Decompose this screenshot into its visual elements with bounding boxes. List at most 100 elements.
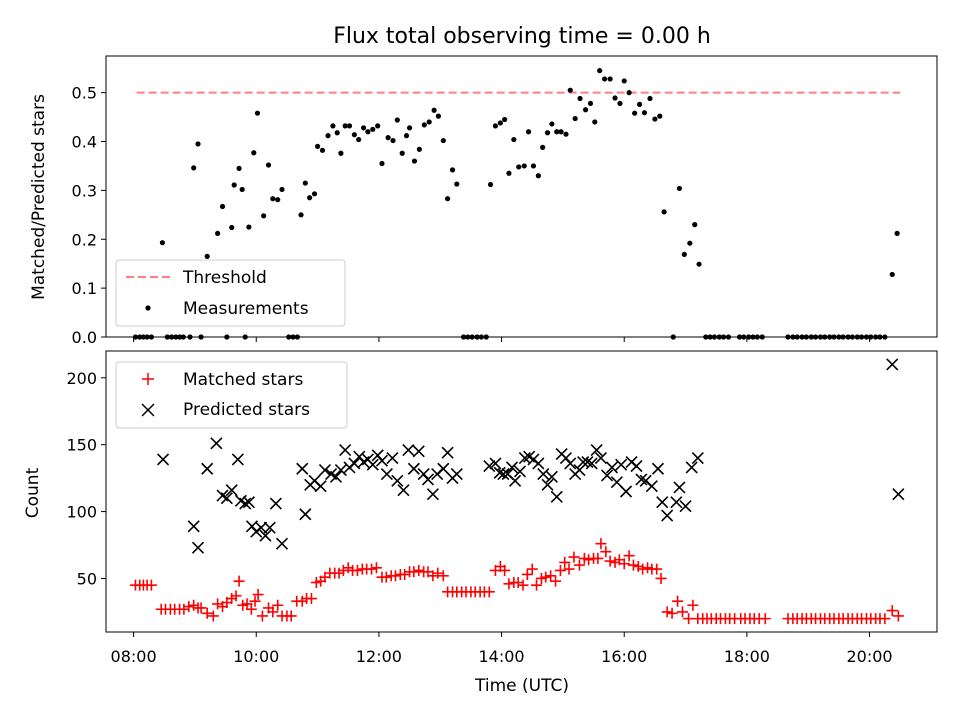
- measurement-point: [617, 100, 623, 107]
- legend-predicted-swatch: [141, 403, 155, 417]
- x-axis-label: Time (UTC): [474, 676, 569, 696]
- matched-star-point: [437, 570, 449, 582]
- x-tick-label: 10:00: [233, 647, 279, 666]
- measurement-point: [399, 150, 405, 156]
- measurement-point: [231, 182, 237, 188]
- matched-star-point: [554, 564, 566, 576]
- measurement-point: [587, 100, 594, 107]
- measurement-point: [889, 271, 895, 278]
- matched-star-point: [305, 593, 317, 605]
- predicted-star-point: [691, 451, 704, 465]
- measurement-point: [636, 101, 643, 107]
- predicted-star-point: [892, 488, 905, 501]
- predicted-star-point: [386, 451, 399, 465]
- measurement-point: [460, 334, 467, 340]
- measurement-point: [592, 119, 598, 125]
- measurement-point: [525, 129, 532, 135]
- predicted-star-point: [421, 473, 435, 486]
- top-y-tick-label: 0.2: [72, 230, 97, 249]
- matched-star-point: [604, 555, 616, 567]
- measurement-point: [530, 163, 537, 169]
- matched-star-point: [595, 538, 607, 550]
- measurement-point: [311, 191, 318, 197]
- measurement-point: [360, 125, 367, 131]
- matched-star-point: [201, 607, 213, 619]
- predicted-star-point: [259, 529, 272, 542]
- measurement-point: [365, 129, 371, 135]
- measurement-point: [707, 334, 713, 340]
- predicted-star-point: [656, 496, 669, 509]
- measurement-point: [444, 196, 451, 202]
- measurement-point: [497, 120, 503, 126]
- matched-star-point: [759, 613, 771, 625]
- measurement-point: [426, 119, 432, 125]
- measurement-point: [164, 334, 170, 340]
- measurement-point: [544, 130, 551, 136]
- measurement-point: [246, 224, 252, 230]
- measurement-point: [390, 137, 396, 144]
- measurement-point: [319, 147, 326, 153]
- measurement-point: [325, 133, 331, 139]
- measurement-point: [894, 230, 900, 236]
- matched-star-point: [483, 586, 495, 598]
- measurement-point: [703, 334, 709, 340]
- matched-star-point: [592, 552, 604, 564]
- x-tick-label: 08:00: [111, 647, 157, 666]
- measurement-point: [261, 213, 267, 219]
- measurement-point: [421, 122, 427, 128]
- measurement-point: [577, 95, 583, 102]
- matched-star-point: [230, 590, 242, 602]
- measurement-point: [159, 240, 166, 246]
- top-y-tick-label: 0.5: [72, 84, 97, 103]
- matched-star-point: [256, 610, 268, 622]
- matched-star-point: [531, 579, 543, 591]
- measurement-point: [817, 334, 824, 340]
- measurement-point: [236, 165, 242, 171]
- measurement-point: [808, 334, 814, 340]
- measurement-point: [330, 123, 336, 129]
- predicted-star-point: [437, 462, 450, 475]
- top-legend: Threshold Measurements: [115, 259, 346, 327]
- measurement-point: [750, 334, 756, 340]
- measurement-point: [612, 95, 618, 101]
- measurement-point: [803, 334, 809, 340]
- measurement-point: [385, 135, 391, 141]
- predicted-star-point: [269, 497, 282, 510]
- predicted-star-point: [201, 462, 214, 475]
- measurement-point: [554, 129, 560, 135]
- measurement-point: [716, 334, 722, 340]
- top-y-tick-label: 0.3: [72, 181, 97, 200]
- measurement-point: [478, 334, 484, 340]
- bottom-y-tick-label: 100: [66, 503, 97, 522]
- measurement-point: [863, 334, 870, 340]
- measurement-point: [251, 150, 257, 156]
- measurement-point: [647, 95, 653, 102]
- measurement-point: [790, 334, 796, 340]
- measurement-point: [224, 334, 230, 340]
- top-legend-frame: [115, 259, 346, 327]
- predicted-star-point: [329, 470, 343, 483]
- measurement-point: [346, 123, 353, 129]
- matched-star-point: [559, 556, 571, 568]
- measurement-point: [511, 136, 517, 143]
- predicted-star-point: [886, 358, 899, 371]
- predicted-star-point: [339, 443, 352, 457]
- top-y-tick-label: 0.4: [72, 133, 97, 152]
- measurement-point: [785, 334, 791, 340]
- predicted-star-point: [615, 458, 628, 471]
- measurement-point: [597, 68, 603, 74]
- measurement-point: [696, 261, 702, 267]
- predicted-star-point: [508, 474, 522, 487]
- predicted-star-point: [412, 445, 425, 458]
- matched-star-point: [145, 579, 157, 591]
- measurement-point: [132, 334, 139, 340]
- measurement-point: [440, 137, 446, 144]
- measurement-point: [137, 334, 143, 340]
- measurement-point: [502, 116, 508, 123]
- chart-title: Flux total observing time = 0.00 h: [333, 24, 711, 49]
- x-tick-label: 18:00: [724, 647, 770, 666]
- measurement-point: [334, 130, 340, 136]
- measurement-point: [741, 334, 747, 340]
